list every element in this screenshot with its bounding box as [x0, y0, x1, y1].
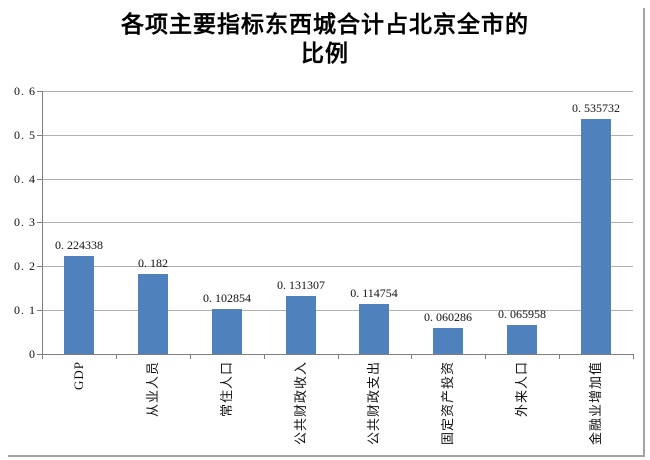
- bar-外来人口: [507, 325, 537, 354]
- gridline: [42, 179, 633, 180]
- category-label: 公共财政收入: [293, 361, 308, 446]
- y-axis-line: [42, 91, 43, 355]
- gridline: [42, 266, 633, 267]
- value-label: 0. 535732: [572, 101, 620, 115]
- y-tick-label: 0. 3: [14, 215, 36, 229]
- gridline: [42, 310, 633, 311]
- gridline: [42, 91, 633, 92]
- bar-公共财政收入: [286, 296, 316, 354]
- y-axis-tick: [37, 135, 42, 136]
- y-tick-label: 0. 2: [14, 259, 36, 273]
- x-axis-tick: [190, 354, 191, 359]
- chart-title-line1: 各项主要指标东西城合计占北京全市的: [121, 12, 529, 37]
- bar-从业人员: [138, 274, 168, 354]
- chart-title-line2: 比例: [301, 41, 349, 66]
- x-axis-tick: [559, 354, 560, 359]
- bar-固定资产投资: [433, 328, 463, 354]
- category-label: 外来人口: [514, 361, 529, 418]
- category-label: 固定资产投资: [440, 361, 455, 446]
- chart-frame-shadow-bottom: [8, 455, 645, 457]
- value-label: 0. 060286: [424, 310, 472, 324]
- y-tick-label: 0. 4: [14, 172, 36, 186]
- gridline: [42, 135, 633, 136]
- bar-金融业增加值: [581, 119, 611, 354]
- y-tick-label: 0. 6: [14, 84, 36, 98]
- x-axis-tick: [116, 354, 117, 359]
- category-label: 公共财政支出: [366, 361, 381, 446]
- y-tick-label: 0: [29, 347, 36, 361]
- category-label: 从业人员: [145, 361, 160, 418]
- y-axis-tick: [37, 310, 42, 311]
- category-label: 金融业增加值: [588, 361, 603, 446]
- y-axis-tick: [37, 179, 42, 180]
- y-tick-label: 0. 5: [14, 128, 36, 142]
- x-axis-tick: [338, 354, 339, 359]
- value-label: 0. 102854: [203, 291, 251, 305]
- y-axis-tick: [37, 222, 42, 223]
- value-label: 0. 182: [138, 256, 168, 270]
- value-label: 0. 065958: [498, 307, 546, 321]
- bar-常住人口: [212, 309, 242, 354]
- value-label: 0. 131307: [277, 278, 325, 292]
- y-axis-tick: [37, 354, 42, 355]
- chart-title: 各项主要指标东西城合计占北京全市的 比例: [0, 10, 650, 68]
- value-label: 0. 224338: [55, 238, 103, 252]
- category-label: 常住人口: [219, 361, 234, 418]
- x-axis-tick: [264, 354, 265, 359]
- y-tick-label: 0. 1: [14, 303, 36, 317]
- y-axis-tick: [37, 91, 42, 92]
- chart-frame-shadow-right: [643, 8, 645, 457]
- gridline: [42, 222, 633, 223]
- bar-GDP: [64, 256, 94, 354]
- x-axis-tick: [633, 354, 634, 359]
- bar-公共财政支出: [359, 304, 389, 354]
- category-label: GDP: [71, 361, 86, 391]
- x-axis-tick: [411, 354, 412, 359]
- y-axis-tick: [37, 266, 42, 267]
- value-label: 0. 114754: [350, 286, 398, 300]
- x-axis-tick: [42, 354, 43, 359]
- x-axis-tick: [485, 354, 486, 359]
